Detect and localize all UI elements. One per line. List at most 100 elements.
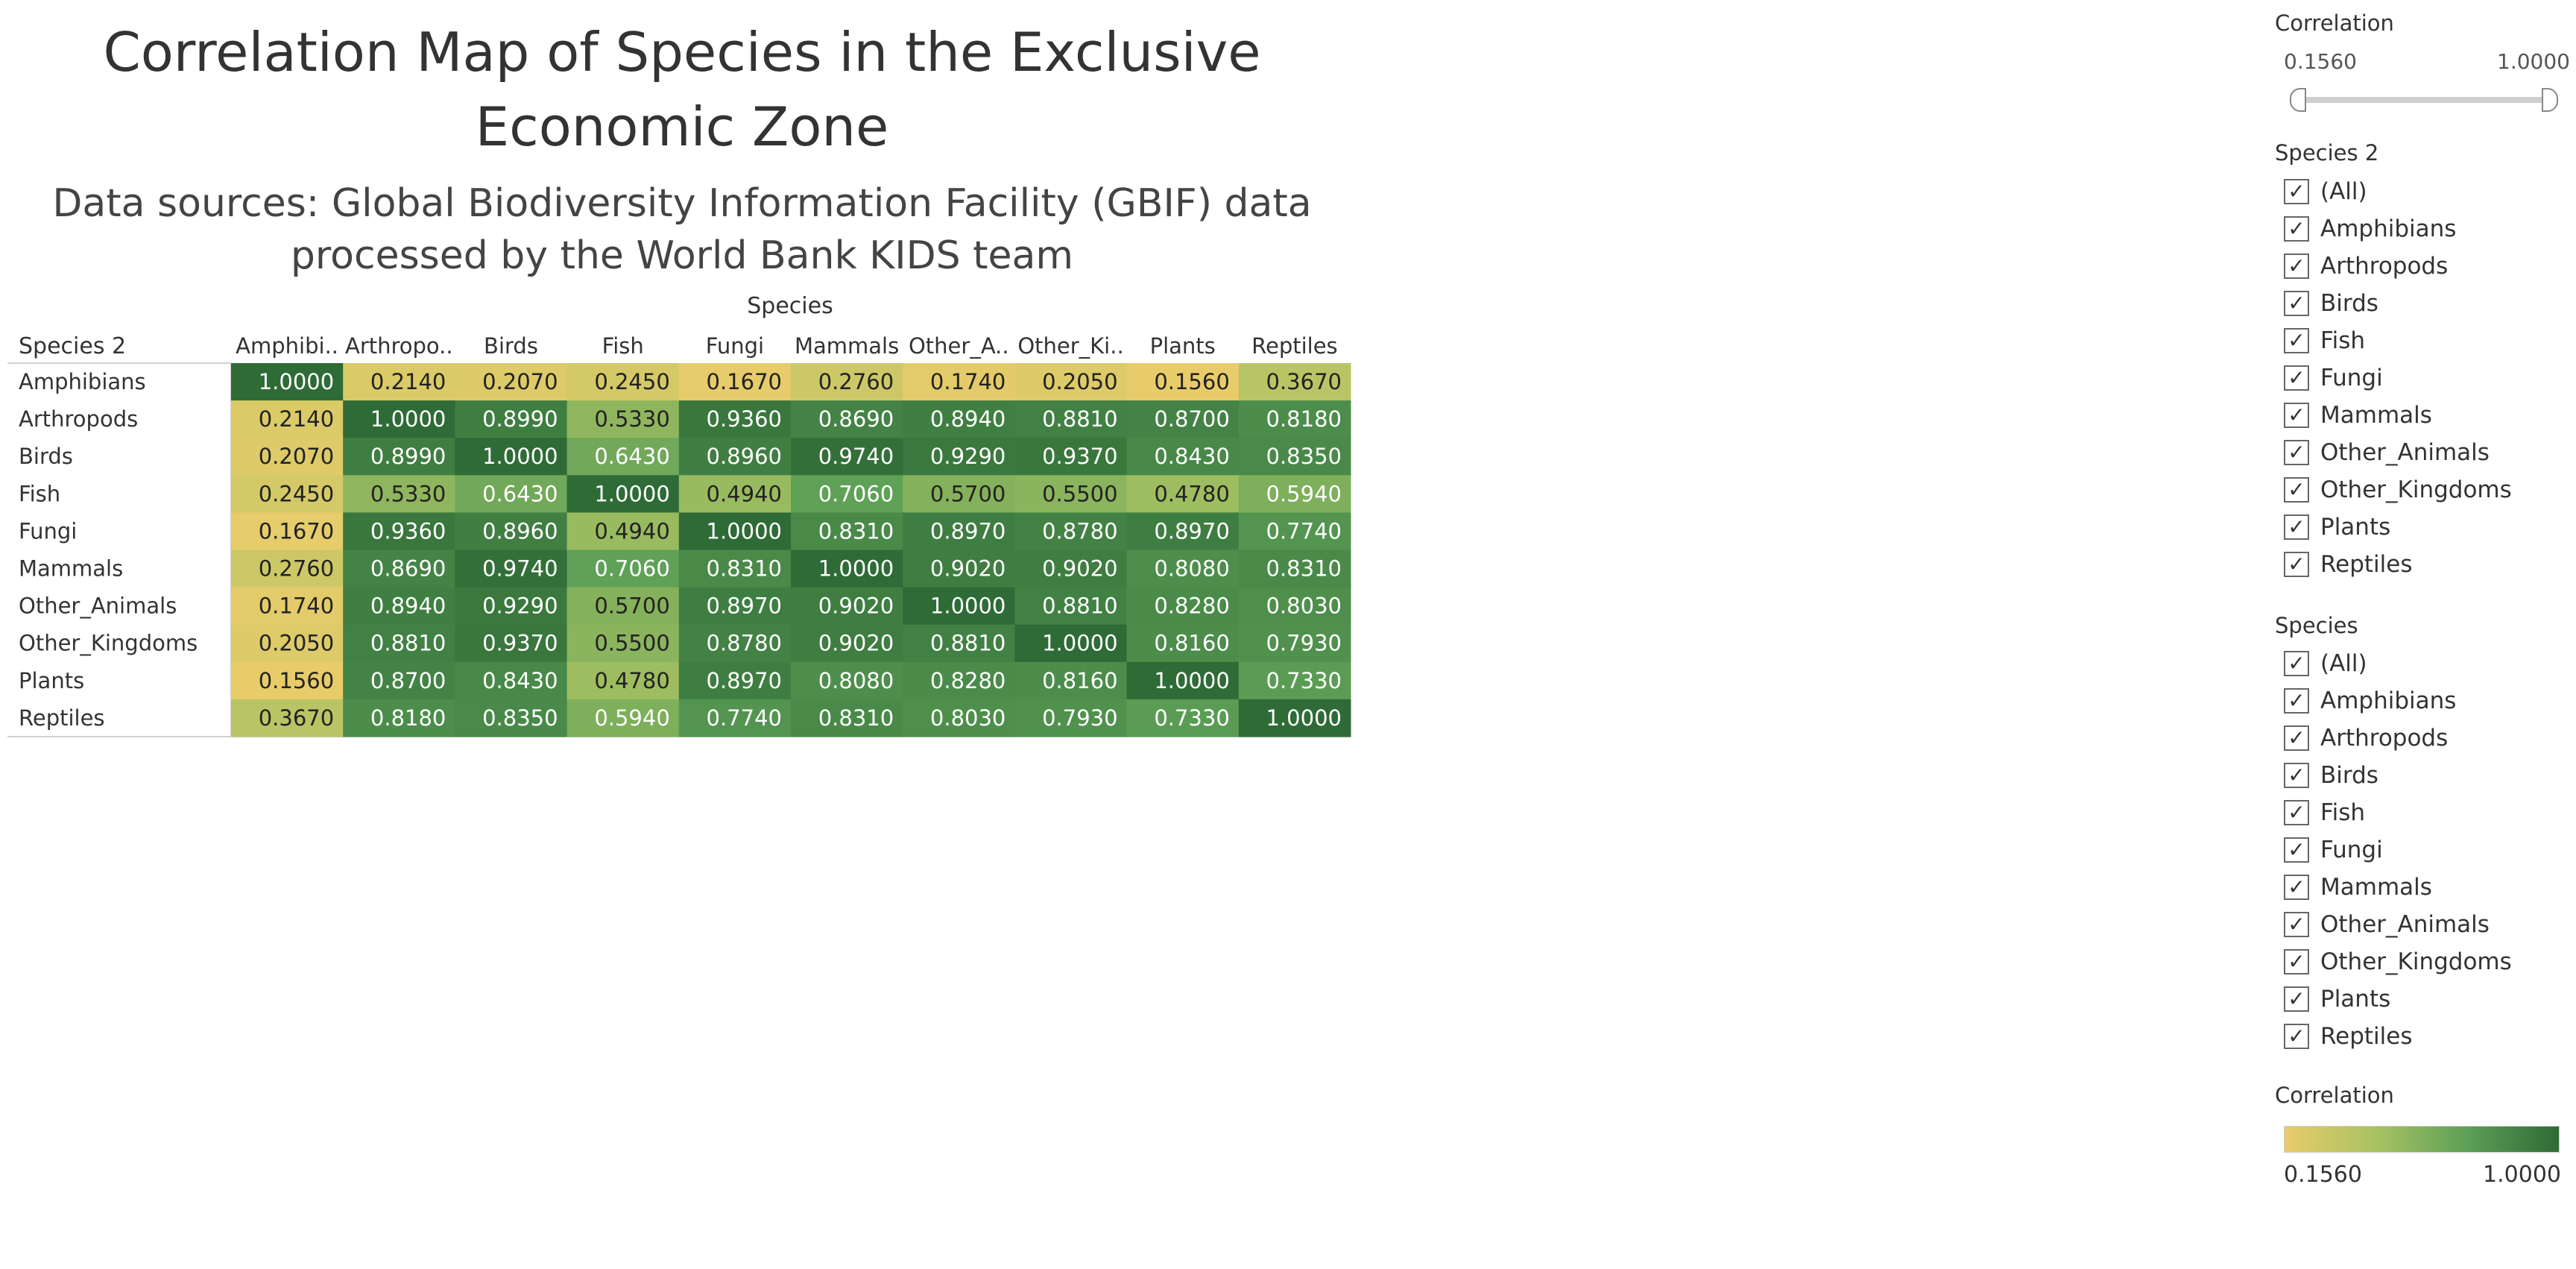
cell-value-label: 0.7060 [594, 556, 669, 582]
filter-checkbox-item[interactable]: ✓ Reptiles [2284, 1018, 2512, 1055]
checkbox[interactable]: ✓ [2284, 837, 2309, 863]
checkbox[interactable]: ✓ [2284, 949, 2309, 974]
checkbox[interactable]: ✓ [2284, 477, 2309, 503]
filter-checkbox-item[interactable]: ✓ Mammals [2284, 397, 2512, 434]
filter-checkbox-item[interactable]: ✓ Other_Kingdoms [2284, 471, 2512, 508]
filter-checkbox-item[interactable]: ✓ Other_Kingdoms [2284, 943, 2512, 980]
heatmap-cell [455, 438, 568, 476]
filter-checkbox-item[interactable]: ✓ Fungi [2284, 359, 2512, 397]
checkbox[interactable]: ✓ [2284, 552, 2309, 577]
filter-checkbox-item[interactable]: ✓ Amphibians [2284, 210, 2512, 248]
slider-min-handle[interactable] [2290, 88, 2306, 112]
correlation-slider-track[interactable] [2290, 97, 2557, 103]
column-header: Birds [484, 333, 538, 359]
filter-checkbox-item[interactable]: ✓ Other_Animals [2284, 434, 2512, 471]
heatmap-cell [343, 400, 455, 438]
row-header: Mammals [19, 556, 123, 582]
filter-checkbox-item[interactable]: ✓ Plants [2284, 508, 2512, 546]
filter-checkbox-item[interactable]: ✓ Arthropods [2284, 248, 2512, 285]
checkbox-label: Reptiles [2320, 551, 2413, 578]
heatmap-cell [231, 661, 344, 700]
cell-value-label: 0.8160 [1154, 631, 1229, 656]
correlation-filter-title: Correlation [2275, 10, 2394, 36]
row-header: Arthropods [19, 406, 138, 432]
checkbox[interactable]: ✓ [2284, 725, 2309, 751]
filter-checkbox-item[interactable]: ✓ Reptiles [2284, 546, 2512, 583]
filter-checkbox-item[interactable]: ✓ Plants [2284, 980, 2512, 1018]
filter-checkbox-item[interactable]: ✓ (All) [2284, 173, 2512, 210]
checkbox[interactable]: ✓ [2284, 651, 2309, 676]
checkbox[interactable]: ✓ [2284, 912, 2309, 937]
cell-value-label: 0.1560 [259, 668, 334, 693]
title-block: Correlation Map of Species in the Exclus… [0, 15, 1364, 282]
column-header: Other_Ki.. [1017, 333, 1123, 359]
slider-max-handle[interactable] [2542, 88, 2558, 112]
heatmap-cell [1238, 699, 1351, 737]
heatmap-cell [791, 661, 903, 700]
checkbox-label: Amphibians [2320, 687, 2457, 714]
heatmap-cell [678, 512, 792, 550]
checkbox[interactable]: ✓ [2284, 800, 2309, 825]
heatmap-cell [343, 475, 455, 513]
heatmap-cell [231, 363, 344, 401]
checkbox[interactable]: ✓ [2284, 440, 2309, 465]
heatmap-cell [791, 438, 903, 476]
filter-checkbox-item[interactable]: ✓ Birds [2284, 285, 2512, 322]
cell-value-label: 0.5330 [594, 406, 669, 432]
checkbox[interactable]: ✓ [2284, 875, 2309, 900]
cell-value-label: 0.8970 [930, 518, 1006, 544]
cell-value-label: 0.1670 [707, 369, 782, 394]
checkbox[interactable]: ✓ [2284, 514, 2309, 540]
filter-checkbox-item[interactable]: ✓ Arthropods [2284, 719, 2512, 757]
cell-value-label: 0.9740 [818, 444, 894, 469]
cell-value-label: 1.0000 [1266, 705, 1342, 731]
page-subtitle: Data sources: Global Biodiversity Inform… [52, 181, 1312, 278]
cell-value-label: 0.8310 [818, 705, 894, 731]
cell-value-label: 0.8970 [1154, 518, 1229, 544]
heatmap-cell [678, 699, 792, 737]
filter-checkbox-item[interactable]: ✓ Fish [2284, 794, 2512, 831]
heatmap-cell [678, 624, 792, 663]
checkbox[interactable]: ✓ [2284, 688, 2309, 714]
heatmap-cell [1014, 699, 1128, 737]
cell-value-label: 0.2140 [370, 369, 446, 394]
heatmap-cell [1126, 661, 1240, 700]
cell-value-label: 0.7330 [1266, 668, 1342, 693]
checkbox[interactable]: ✓ [2284, 291, 2309, 316]
cell-value-label: 0.8080 [818, 668, 894, 693]
heatmap-cell [903, 550, 1015, 588]
filter-checkbox-item[interactable]: ✓ Birds [2284, 757, 2512, 794]
checkbox[interactable]: ✓ [2284, 1024, 2309, 1049]
checkbox[interactable]: ✓ [2284, 179, 2309, 204]
checkmark-icon: ✓ [2288, 440, 2305, 465]
checkbox-label: Other_Kingdoms [2320, 476, 2512, 503]
checkbox-label: Fungi [2320, 365, 2383, 391]
filter-checkbox-item[interactable]: ✓ Fish [2284, 322, 2512, 359]
filter-checkbox-item[interactable]: ✓ Amphibians [2284, 682, 2512, 719]
checkbox[interactable]: ✓ [2284, 216, 2309, 242]
checkbox[interactable]: ✓ [2284, 403, 2309, 428]
cell-value-label: 0.2070 [259, 444, 334, 469]
row-header: Reptiles [19, 705, 105, 731]
heatmap-cell [1126, 550, 1240, 588]
correlation-heatmap: Species Species 2 Amphibi.. Arthropo.. Bir… [7, 293, 1351, 737]
cell-value-label: 0.8960 [482, 518, 558, 544]
row-header: Other_Kingdoms [19, 631, 198, 656]
heatmap-cell [455, 661, 568, 700]
checkbox-label: Fish [2320, 327, 2365, 354]
heatmap-cell [566, 550, 680, 588]
heatmap-cell [343, 587, 455, 626]
heatmap-cell [231, 624, 344, 663]
cell-value-label: 0.8180 [1266, 406, 1342, 432]
filter-checkbox-item[interactable]: ✓ Mammals [2284, 869, 2512, 906]
filter-checkbox-item[interactable]: ✓ Fungi [2284, 831, 2512, 869]
checkbox[interactable]: ✓ [2284, 365, 2309, 391]
heatmap-cell [455, 475, 568, 513]
checkbox[interactable]: ✓ [2284, 986, 2309, 1012]
checkbox[interactable]: ✓ [2284, 254, 2309, 279]
filter-checkbox-item[interactable]: ✓ (All) [2284, 645, 2512, 682]
checkbox[interactable]: ✓ [2284, 763, 2309, 788]
cell-value-label: 0.9020 [818, 631, 894, 656]
checkbox[interactable]: ✓ [2284, 328, 2309, 353]
filter-checkbox-item[interactable]: ✓ Other_Animals [2284, 906, 2512, 943]
